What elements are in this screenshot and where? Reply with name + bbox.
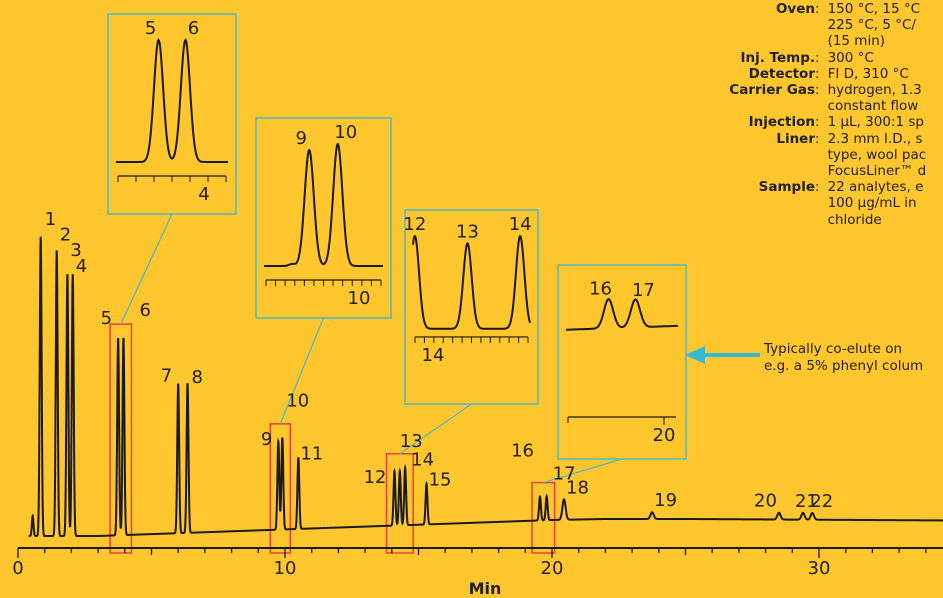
zoom-box [531, 481, 556, 554]
peak-label: 20 [754, 491, 777, 512]
peak-label: 13 [400, 431, 423, 452]
condition-value: 2.3 mm I.D., s type, wool pac FocusLiner… [827, 130, 927, 180]
leader-lines [120, 213, 623, 484]
condition-label: Sample [758, 179, 815, 196]
peak-label: 11 [300, 444, 323, 465]
x-axis-title: Min [469, 579, 502, 598]
condition-row: Detector: FI D, 310 °C [660, 66, 943, 82]
condition-label: Injection [748, 114, 815, 131]
inset-trace [412, 234, 531, 330]
x-tick-label: 30 [808, 558, 831, 579]
inset-panel: 9 10 10 [255, 117, 392, 319]
inset-tick-label: 4 [198, 184, 209, 205]
inset-panel: 5 6 4 [107, 13, 237, 215]
peak-label: 21 [795, 491, 818, 512]
condition-label: Inj. Temp. [740, 49, 815, 66]
x-tick-label: 20 [541, 558, 564, 579]
peak-label: 17 [553, 463, 576, 484]
inset-leader-line [279, 317, 325, 425]
x-tick-label: 10 [274, 558, 297, 579]
inset-peak-label: 12 [403, 214, 426, 235]
condition-value: 300 °C [827, 49, 874, 66]
inset-panels: 5 6 4 9 10 10 12 13 14 14 16 17 20 [107, 13, 687, 460]
peak-label: 8 [192, 367, 203, 388]
condition-row: Injection:1 µL, 300:1 sp [660, 114, 943, 130]
condition-label: Oven [775, 1, 815, 17]
note-arrow-head [685, 346, 705, 364]
condition-row: Inj. Temp.:300 °C [660, 50, 943, 66]
peak-label: 3 [70, 240, 81, 261]
peak-label: 12 [364, 467, 387, 488]
inset-tick-label: 20 [653, 425, 676, 446]
inset-peak-label: 5 [145, 18, 156, 39]
condition-value: hydrogen, 1.3 constant flow [827, 82, 922, 115]
x-axis: 0 10 20 30 Min [12, 547, 943, 598]
peak-label: 7 [161, 366, 172, 387]
condition-value: 1 µL, 300:1 sp [827, 114, 924, 131]
inset-border [107, 13, 237, 215]
condition-value: 150 °C, 15 °C 225 °C, 5 °C/ (15 min) [827, 1, 921, 50]
instrument-conditions: Oven:150 °C, 15 °C 225 °C, 5 °C/ (15 min… [660, 1, 943, 228]
condition-row: Liner:2.3 mm I.D., s type, wool pac Focu… [660, 131, 943, 180]
peak-label: 5 [101, 308, 112, 329]
chromatogram-trace [28, 236, 943, 538]
coelution-note: Typically co-elute on e.g. a 5% phenyl c… [764, 341, 924, 374]
condition-value: 22 analytes, e 100 µg/mL in chloride [827, 179, 924, 228]
inset-panel: 12 13 14 14 [403, 209, 539, 405]
inset-trace [264, 142, 383, 267]
inset-peak-label: 16 [589, 279, 612, 300]
inset-peak-label: 13 [456, 221, 479, 242]
trace-line [28, 236, 943, 538]
peak-label: 19 [654, 490, 677, 511]
inset-peak-label: 6 [188, 18, 199, 39]
x-tick-label: 0 [12, 558, 23, 579]
inset-peak-label: 10 [334, 122, 357, 143]
condition-row: Oven:150 °C, 15 °C 225 °C, 5 °C/ (15 min… [660, 1, 943, 50]
peak-label: 14 [411, 449, 434, 470]
peak-label: 18 [566, 477, 589, 498]
peak-label: 4 [76, 256, 87, 277]
inset-peak-label: 14 [509, 214, 532, 235]
peak-label: 16 [511, 441, 534, 462]
condition-label: Detector [748, 65, 815, 82]
condition-row: Carrier Gas: hydrogen, 1.3 constant flow [660, 82, 943, 114]
peak-label: 1 [45, 209, 56, 230]
peak-label: 15 [429, 470, 452, 491]
inset-trace [116, 38, 228, 163]
condition-label: Liner [776, 130, 815, 147]
peak-label: 9 [261, 429, 272, 450]
inset-border [255, 117, 392, 319]
inset-tick-label: 10 [348, 288, 371, 309]
inset-leader-line [543, 458, 623, 484]
inset-panel: 16 17 20 [557, 264, 687, 460]
peak-label: 6 [139, 300, 150, 321]
inset-peak-label: 9 [295, 128, 306, 149]
peak-label: 2 [60, 224, 71, 245]
peak-label: 22 [810, 491, 833, 512]
inset-trace [565, 298, 679, 331]
peak-label: 10 [286, 391, 309, 412]
inset-leader-line [120, 213, 173, 325]
condition-label: Carrier Gas [729, 82, 815, 99]
inset-tick-label: 14 [422, 345, 445, 366]
condition-row: Sample:22 analytes, e 100 µg/mL in chlor… [660, 179, 943, 228]
inset-leader-line [399, 403, 472, 455]
inset-peak-label: 17 [632, 280, 655, 301]
condition-value: FI D, 310 °C [827, 65, 909, 82]
